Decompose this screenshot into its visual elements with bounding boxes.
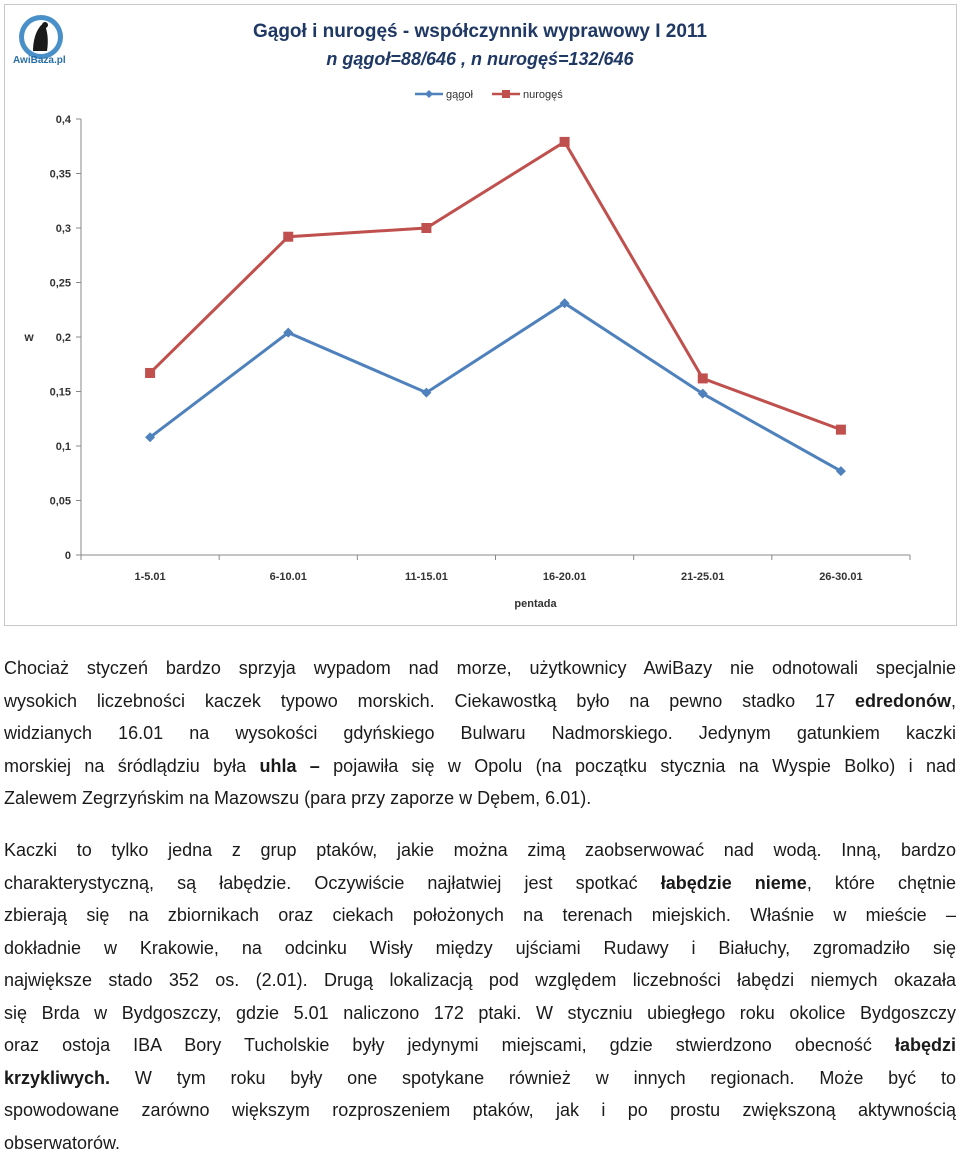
y-tick-label: 0,3 (56, 223, 71, 235)
paragraph-ducks: Chociaż styczeń bardzo sprzyja wypadom n… (4, 652, 956, 815)
chart-title: Gągoł i nurogęś - współczynnik wyprawowy… (253, 21, 707, 42)
paragraph-swans: Kaczki to tylko jedna z grup ptaków, jak… (4, 834, 956, 1159)
text-span: spowodowane zarówno większym rozproszeni… (4, 1100, 956, 1120)
y-tick-label: 0,1 (56, 441, 71, 453)
text-span: pojawiła się w Opolu (na początku styczn… (333, 756, 956, 776)
text-span: , (951, 691, 956, 711)
data-point (560, 137, 570, 147)
text-span: W tym roku były one spotykane również w … (110, 1068, 956, 1088)
text-line: oraz ostoja IBA Bory Tucholskie były jed… (4, 1029, 956, 1062)
text-line: Chociaż styczeń bardzo sprzyja wypadom n… (4, 652, 956, 685)
chart-subtitle: n gągoł=88/646 , n nurogęś=132/646 (326, 49, 634, 69)
text-line: widzianych 16.01 na wysokości gdyńskiego… (4, 717, 956, 750)
bold-species-name: krzykliwych. (4, 1068, 110, 1088)
x-tick-label: 16-20.01 (543, 571, 586, 583)
y-tick-label: 0,05 (50, 496, 71, 508)
x-axis-title: pentada (514, 598, 557, 610)
text-line: obserwatorów. (4, 1127, 956, 1159)
chart-panel: AwiBaza.pl Gągoł i nurogęś - współczynni… (4, 4, 957, 626)
y-tick-label: 0,15 (50, 387, 71, 399)
y-tick-label: 0 (65, 550, 71, 562)
text-span: oraz ostoja IBA Bory Tucholskie były jed… (4, 1035, 895, 1055)
text-line: zbierają się na zbiornikach oraz ciekach… (4, 899, 956, 932)
text-span: , które chętnie (807, 873, 956, 893)
text-span: Zalewem Zegrzyńskim na Mazowszu (para pr… (4, 788, 591, 808)
y-axis-title: w (23, 330, 34, 344)
x-tick-label: 1-5.01 (134, 571, 165, 583)
bold-species-name: łabędzi (895, 1035, 956, 1055)
text-line: spowodowane zarówno większym rozproszeni… (4, 1094, 956, 1127)
text-line: Zalewem Zegrzyńskim na Mazowszu (para pr… (4, 782, 956, 815)
text-span: morskiej na śródlądziu była (4, 756, 259, 776)
bold-species-name: edredonów (855, 691, 951, 711)
data-point (283, 232, 293, 242)
data-point (421, 223, 431, 233)
text-span: największe stado 352 os. (2.01). Drugą l… (4, 970, 956, 990)
text-span: wysokich liczebności kaczek typowo morsk… (4, 691, 855, 711)
y-tick-label: 0,25 (50, 278, 71, 290)
text-line: Kaczki to tylko jedna z grup ptaków, jak… (4, 834, 956, 867)
text-line: się Brda w Bydgoszczy, gdzie 5.01 nalicz… (4, 997, 956, 1030)
y-tick-label: 0,4 (56, 114, 72, 126)
text-span: obserwatorów. (4, 1133, 120, 1153)
text-span: widzianych 16.01 na wysokości gdyńskiego… (4, 723, 956, 743)
bold-species-name: łabędzie nieme (661, 873, 807, 893)
text-span: charakterystyczną, są łabędzie. Oczywiśc… (4, 873, 661, 893)
text-span: się Brda w Bydgoszczy, gdzie 5.01 nalicz… (4, 1003, 956, 1023)
text-span: Chociaż styczeń bardzo sprzyja wypadom n… (4, 658, 956, 678)
legend-marker (425, 90, 433, 98)
text-span: zbierają się na zbiornikach oraz ciekach… (4, 905, 956, 925)
legend-label: gągoł (446, 89, 473, 101)
text-line: największe stado 352 os. (2.01). Drugą l… (4, 964, 956, 997)
text-line: dokładnie w Krakowie, na odcinku Wisły m… (4, 932, 956, 965)
text-line: krzykliwych. W tym roku były one spotyka… (4, 1062, 956, 1095)
bold-species-name: uhla – (259, 756, 333, 776)
x-tick-label: 6-10.01 (270, 571, 307, 583)
data-point (698, 373, 708, 383)
series-line-nuroges (150, 142, 841, 430)
line-chart: Gągoł i nurogęś - współczynnik wyprawowy… (5, 5, 956, 625)
y-tick-label: 0,35 (50, 169, 71, 181)
text-line: charakterystyczną, są łabędzie. Oczywiśc… (4, 867, 956, 900)
text-line: morskiej na śródlądziu była uhla – pojaw… (4, 750, 956, 783)
text-span: dokładnie w Krakowie, na odcinku Wisły m… (4, 938, 956, 958)
legend-label: nurogęś (523, 89, 563, 101)
x-tick-label: 21-25.01 (681, 571, 724, 583)
x-tick-label: 11-15.01 (405, 571, 448, 583)
series-line-gagol (150, 303, 841, 471)
y-tick-label: 0,2 (56, 332, 71, 344)
data-point (836, 425, 846, 435)
text-line: wysokich liczebności kaczek typowo morsk… (4, 685, 956, 718)
x-tick-label: 26-30.01 (819, 571, 862, 583)
data-point (145, 368, 155, 378)
text-span: Kaczki to tylko jedna z grup ptaków, jak… (4, 840, 956, 860)
legend-marker (502, 90, 510, 98)
